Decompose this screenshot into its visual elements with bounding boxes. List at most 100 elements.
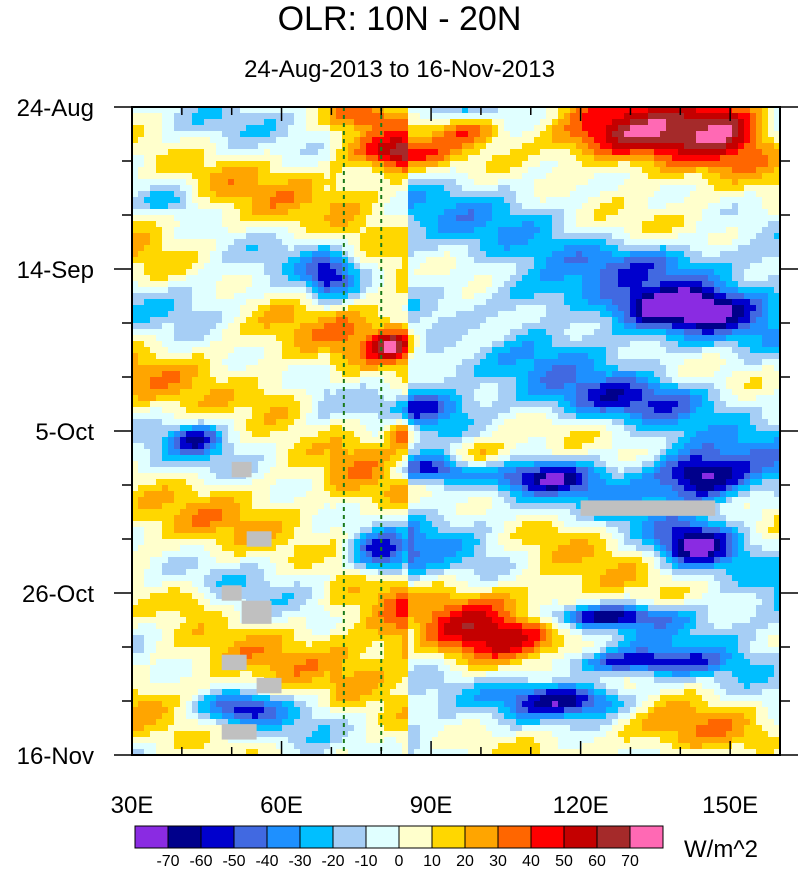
heatmap-cell — [414, 377, 421, 384]
heatmap-cell — [294, 305, 301, 312]
heatmap-cell — [486, 173, 493, 180]
heatmap-cell — [204, 365, 211, 372]
heatmap-cell — [306, 131, 313, 138]
heatmap-cell — [264, 167, 271, 174]
heatmap-cell — [432, 269, 439, 276]
heatmap-cell — [408, 119, 415, 126]
heatmap-cell — [306, 287, 313, 294]
heatmap-cell — [768, 365, 775, 372]
heatmap-cell — [576, 299, 583, 306]
heatmap-cell — [774, 263, 780, 270]
heatmap-cell — [546, 299, 553, 306]
heatmap-cell — [240, 269, 247, 276]
heatmap-cell — [774, 167, 780, 174]
heatmap-cell — [282, 143, 289, 150]
heatmap-cell — [444, 239, 451, 246]
heatmap-cell — [762, 317, 769, 324]
heatmap-cell — [186, 329, 193, 336]
heatmap-cell — [294, 257, 301, 264]
heatmap-cell — [366, 119, 373, 126]
heatmap-cell — [396, 365, 403, 372]
heatmap-cell — [756, 173, 763, 180]
heatmap-cell — [714, 335, 721, 342]
heatmap-cell — [762, 107, 769, 114]
heatmap-cell — [180, 275, 187, 282]
heatmap-cell — [252, 149, 259, 156]
heatmap-cell — [228, 383, 235, 390]
heatmap-cell — [516, 251, 523, 258]
heatmap-cell — [480, 371, 487, 378]
heatmap-cell — [774, 299, 780, 306]
heatmap-cell — [348, 107, 355, 114]
heatmap-cell — [162, 155, 169, 162]
heatmap-cell — [396, 311, 403, 318]
heatmap-cell — [288, 251, 295, 258]
heatmap-cell — [222, 113, 229, 120]
heatmap-cell — [486, 167, 493, 174]
heatmap-cell — [294, 371, 301, 378]
heatmap-cell — [306, 377, 313, 384]
heatmap-cell — [264, 107, 271, 114]
heatmap-cell — [630, 281, 637, 288]
heatmap-cell — [660, 155, 667, 162]
heatmap-cell — [270, 383, 277, 390]
heatmap-cell — [708, 137, 715, 144]
heatmap-cell — [492, 251, 499, 258]
heatmap-cell — [738, 293, 745, 300]
heatmap-cell — [516, 371, 523, 378]
heatmap-cell — [750, 371, 757, 378]
heatmap-cell — [414, 323, 421, 330]
heatmap-cell — [210, 341, 217, 348]
heatmap-cell — [636, 173, 643, 180]
heatmap-cell — [210, 377, 217, 384]
heatmap-cell — [732, 173, 739, 180]
heatmap-cell — [450, 233, 457, 240]
heatmap-cell — [672, 149, 679, 156]
heatmap-cell — [354, 281, 361, 288]
heatmap-cell — [702, 137, 709, 144]
heatmap-cell — [222, 185, 229, 192]
heatmap-cell — [282, 371, 289, 378]
heatmap-cell — [666, 203, 673, 210]
heatmap-cell — [438, 221, 445, 228]
heatmap-cell — [294, 197, 301, 204]
heatmap-cell — [354, 377, 361, 384]
heatmap-cell — [438, 371, 445, 378]
heatmap-cell — [756, 341, 763, 348]
heatmap-cell — [258, 305, 265, 312]
heatmap-cell — [156, 221, 163, 228]
heatmap-cell — [330, 263, 337, 270]
heatmap-cell — [522, 275, 529, 282]
heatmap-cell — [390, 245, 397, 252]
heatmap-cell — [732, 335, 739, 342]
heatmap-cell — [750, 233, 757, 240]
heatmap-cell — [132, 233, 139, 240]
heatmap-cell — [678, 335, 685, 342]
heatmap-cell — [162, 299, 169, 306]
heatmap-cell — [336, 197, 343, 204]
heatmap-cell — [486, 275, 493, 282]
heatmap-cell — [528, 353, 535, 360]
heatmap-cell — [132, 341, 139, 348]
heatmap-cell — [240, 263, 247, 270]
heatmap-cell — [426, 149, 433, 156]
heatmap-cell — [756, 149, 763, 156]
heatmap-cell — [444, 119, 451, 126]
heatmap-cell — [588, 377, 595, 384]
heatmap-cell — [174, 257, 181, 264]
heatmap-cell — [756, 179, 763, 186]
heatmap-cell — [528, 191, 535, 198]
heatmap-cell — [396, 107, 403, 114]
heatmap-cell — [546, 371, 553, 378]
heatmap-cell — [744, 161, 751, 168]
heatmap-cell — [360, 227, 367, 234]
heatmap-cell — [666, 347, 673, 354]
heatmap-cell — [726, 365, 733, 372]
heatmap-cell — [774, 215, 780, 222]
heatmap-cell — [666, 185, 673, 192]
heatmap-cell — [492, 155, 499, 162]
heatmap-cell — [156, 311, 163, 318]
heatmap-cell — [150, 209, 157, 216]
heatmap-cell — [564, 263, 571, 270]
heatmap-cell — [618, 353, 625, 360]
